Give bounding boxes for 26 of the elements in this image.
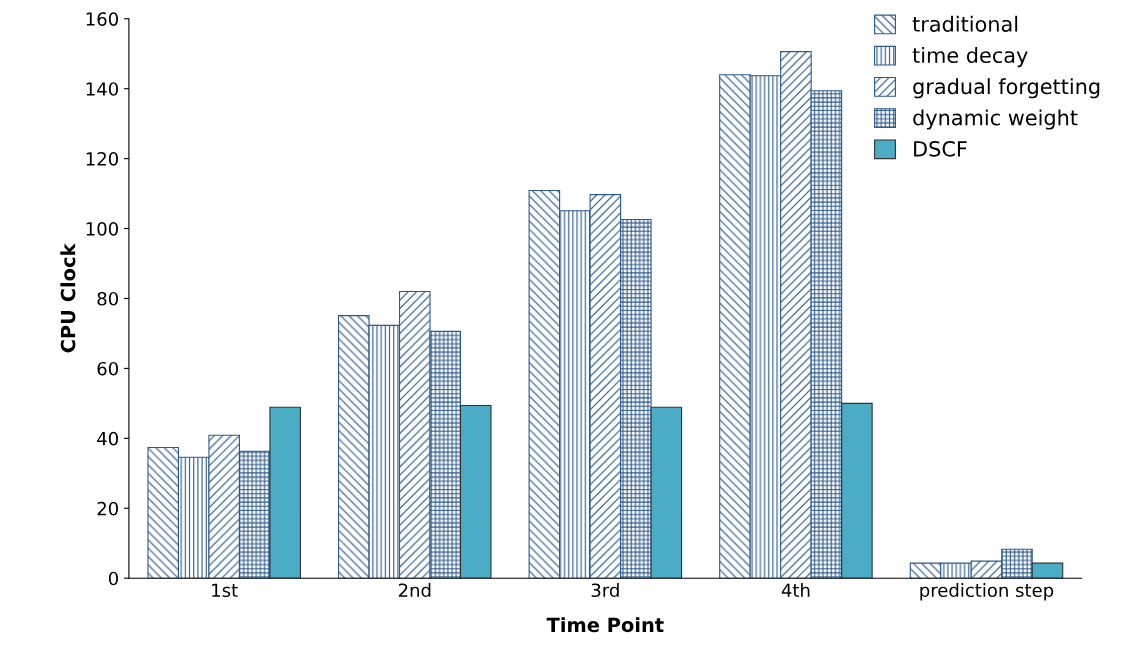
x-tick-label: prediction step (920, 583, 1054, 601)
legend-label: time decay (912, 46, 1028, 68)
x-tick-label: 4th (781, 583, 810, 597)
legend-label: gradual forgetting (913, 78, 1100, 99)
y-axis-title: CPU Clock (60, 243, 76, 353)
legend-label: traditional (912, 15, 1018, 32)
y-tick-label: 120 (86, 152, 118, 166)
x-tick-label: 3rd (591, 583, 619, 598)
y-tick-label: 80 (97, 291, 118, 306)
legend-label: dynamic weight (913, 109, 1078, 130)
bar (841, 402, 873, 579)
bar (269, 406, 301, 579)
x-tick-label: 1st (212, 583, 238, 598)
x-axis-title: Time Point (546, 617, 664, 633)
x-tick-label: 2nd (398, 583, 431, 598)
y-tick-label: 60 (97, 361, 118, 376)
bar (459, 404, 492, 579)
legend-label: DSCF (914, 140, 967, 157)
y-tick-label: 20 (97, 501, 118, 516)
y-tick-label: 160 (86, 12, 118, 26)
y-tick-label: 40 (97, 431, 118, 446)
y-tick-label: 0 (108, 571, 118, 586)
y-tick-label: 140 (86, 82, 118, 96)
bar (1031, 562, 1064, 579)
bar (650, 406, 683, 579)
y-tick-label: 100 (86, 222, 118, 236)
